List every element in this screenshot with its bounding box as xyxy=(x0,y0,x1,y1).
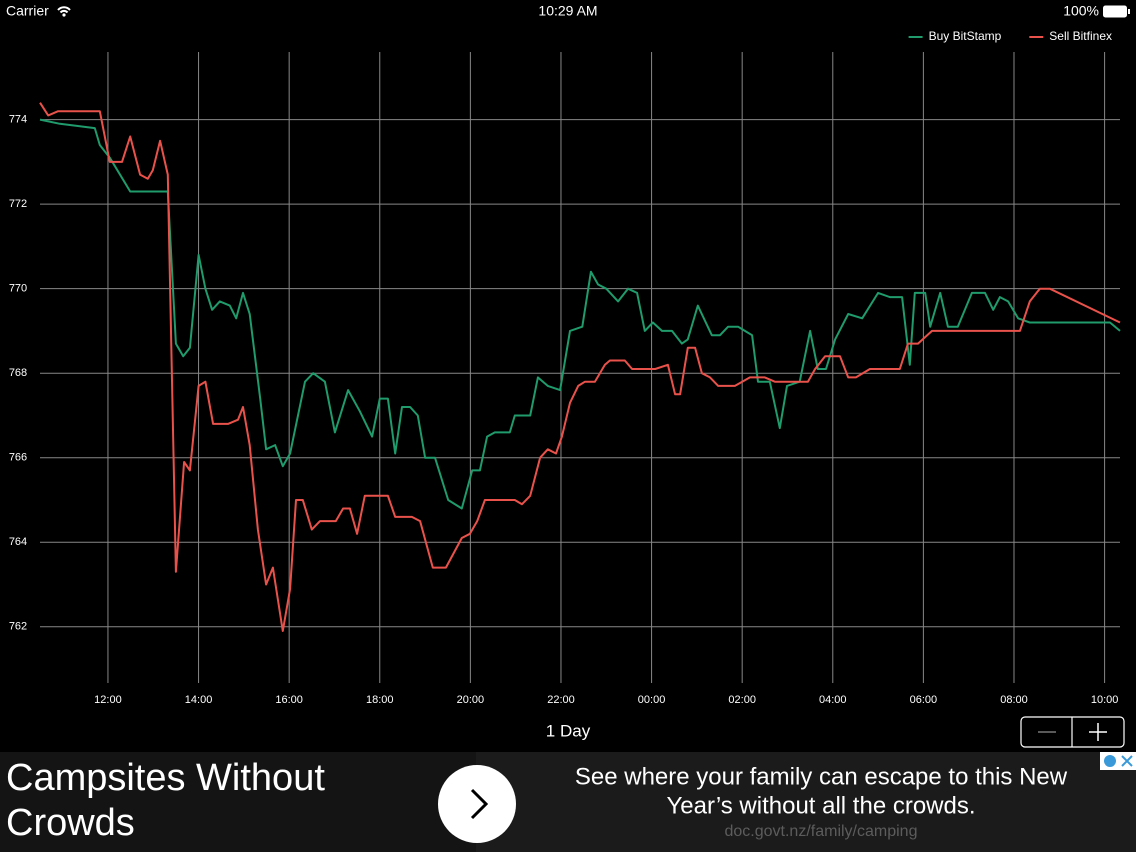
battery-icon xyxy=(1103,5,1127,18)
clock: 10:29 AM xyxy=(538,3,597,19)
x-tick-label: 20:00 xyxy=(457,694,485,706)
line xyxy=(39,118,1121,510)
y-tick-label: 774 xyxy=(9,114,27,126)
y-tick-label: 766 xyxy=(9,452,27,464)
ad-arrow-button[interactable] xyxy=(438,765,516,843)
x-tick-label: 18:00 xyxy=(366,694,394,706)
wifi-icon xyxy=(62,13,66,17)
range-label: 1 Day xyxy=(546,721,591,740)
ad-banner[interactable]: Campsites Without Crowds See where your … xyxy=(0,752,1136,852)
ad-body: Year’s without all the crowds. xyxy=(666,792,975,819)
legend-label: Sell Bitfinex xyxy=(1049,29,1112,43)
x-tick-label: 02:00 xyxy=(728,694,756,706)
chevron-icon xyxy=(470,788,489,820)
x-tick-label: 04:00 xyxy=(819,694,847,706)
chart: 762 764 766 768 770 772 774 12:00 14:00 16:00 18:0… xyxy=(9,29,1121,706)
battery-percent: 100% xyxy=(1063,3,1099,19)
ad-headline: Campsites Without xyxy=(6,757,325,799)
y-tick-label: 762 xyxy=(9,621,27,633)
info-icon xyxy=(1104,755,1116,767)
line xyxy=(39,102,1121,632)
x-tick-label: 10:00 xyxy=(1091,694,1119,706)
ad-headline: Crowds xyxy=(6,802,135,844)
carrier: Carrier xyxy=(6,3,49,19)
x-tick-label: 16:00 xyxy=(275,694,303,706)
y-tick-label: 772 xyxy=(9,198,27,210)
x-tick-label: 08:00 xyxy=(1000,694,1028,706)
ad-body: See where your family can escape to this… xyxy=(575,763,1068,790)
x-tick-label: 22:00 xyxy=(547,694,575,706)
x-tick-label: 14:00 xyxy=(185,694,213,706)
y-tick-label: 768 xyxy=(9,367,27,379)
ad-url: doc.govt.nz/family/camping xyxy=(725,823,918,840)
y-tick-label: 764 xyxy=(9,536,27,548)
x-tick-label: 00:00 xyxy=(638,694,666,706)
close-icon xyxy=(1121,755,1133,767)
battery-icon xyxy=(1128,9,1130,14)
status-bar: Carrier 10:29 AM 100% xyxy=(6,3,1130,19)
zoom-control xyxy=(1020,716,1125,748)
ad-background xyxy=(0,752,476,852)
x-tick-label: 12:00 xyxy=(94,694,122,706)
wifi-icon xyxy=(57,6,71,14)
y-tick-label: 770 xyxy=(9,283,27,295)
legend-label: Buy BitStamp xyxy=(929,29,1002,43)
x-tick-label: 06:00 xyxy=(910,694,938,706)
